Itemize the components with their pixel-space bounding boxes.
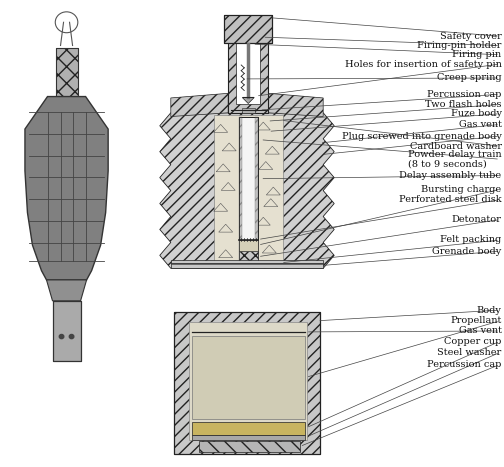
Text: Perforated steel disk: Perforated steel disk	[399, 195, 501, 204]
Bar	[174, 312, 320, 454]
Bar	[236, 33, 260, 105]
Text: Fuze body: Fuze body	[451, 109, 501, 118]
Bar	[255, 116, 258, 263]
Polygon shape	[171, 93, 228, 116]
Bar	[55, 48, 78, 97]
Bar	[242, 108, 255, 113]
Bar	[239, 116, 258, 263]
Bar	[228, 27, 268, 113]
Text: Propellant: Propellant	[450, 316, 501, 325]
Bar	[174, 312, 320, 454]
Bar	[192, 422, 304, 434]
Text: Delay assembly tube: Delay assembly tube	[400, 171, 501, 180]
Bar	[239, 116, 258, 263]
Text: Grenade body: Grenade body	[432, 247, 501, 255]
Polygon shape	[160, 113, 334, 269]
Bar	[192, 434, 304, 440]
Bar	[171, 260, 323, 269]
Bar	[52, 301, 81, 361]
Text: Felt packing: Felt packing	[440, 235, 501, 245]
Ellipse shape	[59, 334, 64, 339]
Text: Creep spring: Creep spring	[437, 73, 501, 83]
Text: Firing pin: Firing pin	[453, 50, 501, 59]
Text: Holes for insertion of safety pin: Holes for insertion of safety pin	[345, 60, 501, 69]
Bar	[239, 116, 242, 263]
Bar	[214, 115, 283, 265]
Polygon shape	[268, 93, 323, 116]
Text: Powder delay train
(8 to 9 seconds): Powder delay train (8 to 9 seconds)	[408, 149, 501, 169]
Text: Safety cover: Safety cover	[440, 32, 501, 41]
Text: Gas vent: Gas vent	[459, 326, 501, 335]
Text: Percussion cap: Percussion cap	[427, 90, 501, 99]
Bar	[192, 336, 304, 419]
Text: Gas vent: Gas vent	[459, 120, 501, 129]
Bar	[228, 27, 268, 113]
Text: Cardboard washer: Cardboard washer	[410, 142, 501, 151]
Bar	[224, 15, 272, 43]
Text: Plug screwed into grenade body: Plug screwed into grenade body	[342, 132, 501, 141]
Bar	[224, 15, 272, 43]
Polygon shape	[25, 97, 108, 280]
Text: Percussion cap: Percussion cap	[427, 360, 501, 369]
Polygon shape	[46, 280, 87, 301]
Bar	[200, 441, 299, 452]
Text: Steel washer: Steel washer	[437, 348, 501, 357]
Polygon shape	[242, 98, 254, 104]
Ellipse shape	[70, 334, 74, 339]
Text: Detonator: Detonator	[452, 215, 501, 224]
Bar	[55, 48, 78, 97]
Text: Firing-pin holder: Firing-pin holder	[417, 41, 501, 50]
Text: Bursting charge: Bursting charge	[421, 185, 501, 194]
Bar	[239, 251, 258, 263]
Text: Copper cup: Copper cup	[444, 337, 501, 346]
Bar	[52, 301, 81, 361]
Bar	[239, 240, 258, 251]
Bar	[190, 322, 307, 440]
Text: Two flash holes: Two flash holes	[425, 100, 501, 109]
Text: Body: Body	[477, 305, 501, 315]
